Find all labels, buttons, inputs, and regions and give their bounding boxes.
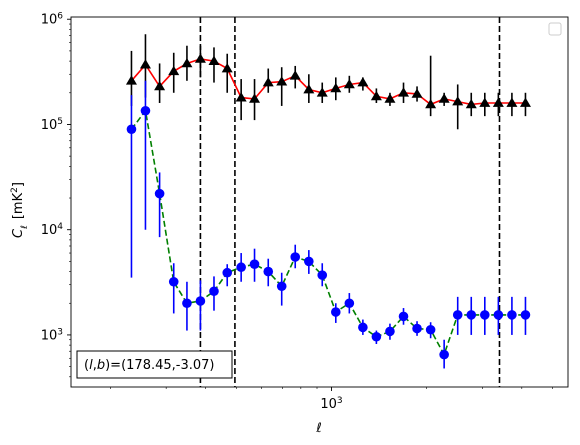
- data-point: [290, 252, 301, 262]
- svg-text:Cℓ[mK2]: Cℓ[mK2]: [10, 182, 30, 238]
- data-point: [168, 276, 179, 287]
- data-point: [249, 259, 260, 269]
- y-tick-label: 106: [41, 12, 64, 28]
- data-point: [479, 97, 491, 107]
- data-point: [140, 105, 151, 116]
- data-point: [222, 267, 233, 278]
- plot-frame: [70, 16, 569, 388]
- data-point: [519, 97, 531, 107]
- data-point: [330, 82, 342, 93]
- data-point: [316, 87, 328, 97]
- data-point: [358, 322, 368, 333]
- data-point: [466, 310, 477, 320]
- data-point: [492, 97, 504, 107]
- data-point: [236, 262, 246, 273]
- y-tick-label: 103: [41, 327, 63, 343]
- data-point: [317, 270, 328, 280]
- data-point: [330, 307, 341, 317]
- data-point: [235, 92, 247, 102]
- data-point: [452, 310, 463, 320]
- data-point: [357, 77, 369, 87]
- data-point: [438, 93, 450, 103]
- data-point: [452, 96, 464, 106]
- position-annotation: (l,b)=(178.45,-3.07): [76, 350, 233, 379]
- data-point: [194, 53, 206, 63]
- data-point: [154, 188, 165, 199]
- data-point: [370, 90, 382, 101]
- data-point: [425, 98, 437, 109]
- data-point: [411, 88, 423, 98]
- data-point: [125, 75, 137, 85]
- data-point: [398, 87, 410, 97]
- data-point: [398, 311, 409, 322]
- data-point: [344, 298, 355, 309]
- data-point: [289, 70, 301, 80]
- data-point: [303, 83, 315, 94]
- data-point: [154, 80, 166, 91]
- data-point: [195, 296, 206, 306]
- data-point: [262, 77, 274, 87]
- legend-box: [548, 22, 562, 36]
- series-line: [130, 108, 526, 357]
- y-tick-label: 105: [41, 117, 63, 133]
- data-point: [276, 76, 288, 86]
- data-point: [479, 310, 490, 320]
- data-point: [182, 298, 192, 309]
- data-point: [126, 124, 137, 135]
- data-point: [263, 266, 274, 277]
- data-point: [276, 281, 287, 292]
- data-point: [249, 93, 261, 103]
- data-point: [139, 59, 151, 69]
- data-point: [465, 98, 477, 109]
- data-point: [493, 310, 504, 320]
- data-point: [439, 349, 449, 360]
- data-point: [371, 331, 382, 342]
- annotation-text: (l,b)=(178.45,-3.07): [84, 358, 214, 373]
- annotation-box: [76, 350, 233, 379]
- data-point: [343, 78, 355, 89]
- data-point: [385, 326, 395, 337]
- x-axis-label: ℓ: [315, 421, 321, 436]
- data-point: [425, 324, 436, 335]
- data-point: [221, 63, 233, 73]
- y-tick-label: 104: [41, 222, 64, 238]
- data-point: [209, 286, 219, 297]
- svg-text:ℓ: ℓ: [315, 421, 321, 436]
- data-point: [520, 310, 531, 320]
- data-point: [208, 55, 220, 65]
- x-tick-label: 103: [320, 396, 342, 412]
- data-point: [304, 256, 314, 267]
- data-point: [181, 57, 193, 68]
- series-1: [125, 34, 531, 130]
- plot-area: [125, 17, 531, 387]
- data-point: [168, 65, 180, 76]
- data-point: [384, 93, 396, 103]
- data-point: [412, 323, 422, 334]
- data-point: [507, 310, 517, 320]
- series-2: [126, 80, 531, 369]
- y-axis-label: Cℓ[mK2]: [10, 182, 30, 238]
- data-point: [506, 97, 518, 107]
